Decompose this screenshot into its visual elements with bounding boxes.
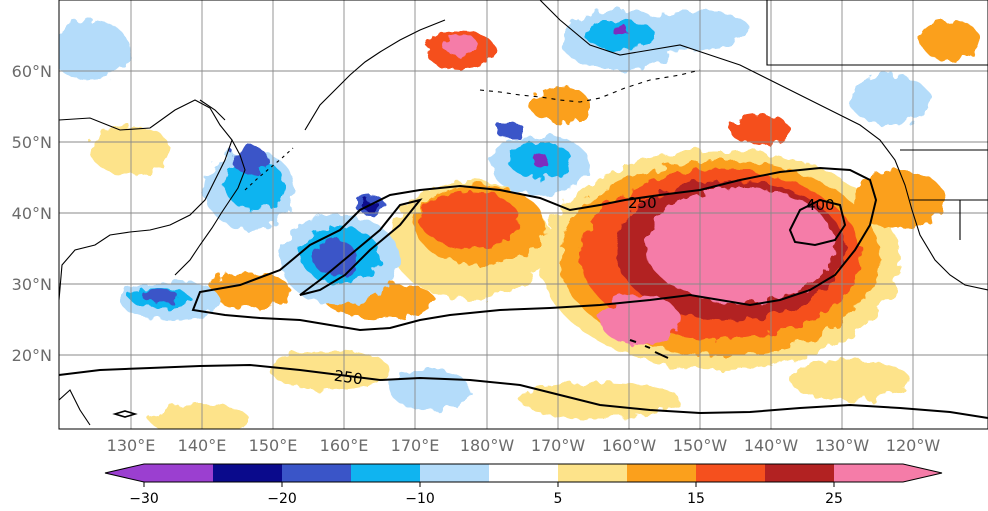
colorbar-segment — [765, 464, 835, 482]
lat-label-50n: 50°N — [12, 133, 52, 152]
colorbar-segment — [627, 464, 697, 482]
colorbar-segment — [489, 464, 559, 482]
lon-label-160e: 160°E — [320, 436, 369, 455]
lon-label-170w: 170°W — [531, 436, 586, 455]
kamchatka-coast — [304, 19, 446, 131]
map-frame — [58, 0, 988, 430]
colorbar-segment — [696, 464, 766, 482]
colorbar-segment — [282, 464, 352, 482]
latitude-axis: 60°N 50°N 40°N 30°N 20°N — [12, 62, 52, 365]
lat-label-40n: 40°N — [12, 204, 52, 223]
lat-label-20n: 20°N — [12, 346, 52, 365]
negative-anomaly-field — [59, 10, 930, 410]
lon-label-170e: 170°E — [391, 436, 440, 455]
colorbar-ticks — [143, 482, 835, 487]
map-panel: 250 400 250 — [58, 0, 988, 430]
colorbar-segment — [558, 464, 628, 482]
lon-label-160w: 160°W — [602, 436, 657, 455]
colorbar-segments — [144, 464, 904, 482]
colorbar-max-extension — [903, 464, 942, 482]
contour-label-400: 400 — [806, 196, 835, 214]
lon-label-140e: 140°E — [178, 436, 227, 455]
contour-250-south — [58, 363, 988, 419]
colorbar-segment — [351, 464, 421, 482]
colorbar-min-extension — [105, 464, 144, 482]
aleutian-islands — [479, 69, 701, 103]
lat-label-30n: 30°N — [12, 275, 52, 294]
japan-coast — [174, 99, 246, 276]
east-asia-coast — [59, 99, 233, 301]
contour-label-250-south: 250 — [333, 367, 364, 389]
lon-label-130w: 130°W — [815, 436, 870, 455]
lat-label-60n: 60°N — [12, 62, 52, 81]
colorbar-segment — [834, 464, 904, 482]
lon-label-140w: 140°W — [744, 436, 799, 455]
lon-label-130e: 130°E — [107, 436, 156, 455]
contour-label-250-north: 250 — [628, 194, 657, 212]
coastlines — [59, 0, 988, 426]
colorbar-tick-label: −30 — [129, 491, 159, 507]
colorbar-tick-label: 15 — [687, 491, 705, 507]
contour-250-north — [191, 166, 878, 332]
longitude-axis: 130°E 140°E 150°E 160°E 170°E 180°W 170°… — [107, 436, 941, 455]
hawaii-islands — [629, 339, 669, 359]
colorbar-segment — [420, 464, 490, 482]
colorbar: −30 −20 −10 5 15 25 — [104, 463, 943, 507]
colorbar-tick-label: −20 — [267, 491, 297, 507]
contour-400 — [299, 198, 847, 296]
colorbar-segment — [213, 464, 283, 482]
lon-label-120w: 120°W — [886, 436, 941, 455]
south-coast — [59, 389, 91, 426]
colorbar-segment — [144, 464, 214, 482]
lon-label-150w: 150°W — [673, 436, 728, 455]
lon-label-150e: 150°E — [249, 436, 298, 455]
contour-small-loop — [112, 410, 138, 418]
lon-label-180w: 180°W — [460, 436, 515, 455]
colorbar-tick-label: 25 — [825, 491, 843, 507]
contours — [58, 166, 988, 419]
north-america-border — [766, 0, 988, 240]
colorbar-tick-label: −10 — [405, 491, 435, 507]
alaska-coast — [539, 0, 988, 291]
colorbar-tick-label: 5 — [554, 491, 563, 507]
